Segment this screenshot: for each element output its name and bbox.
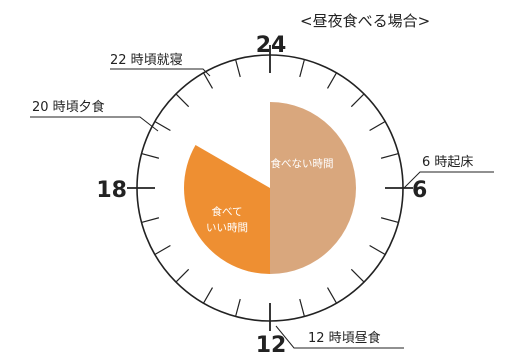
- tick-hour-17: [141, 217, 160, 223]
- tick-hour-10: [326, 287, 338, 304]
- tick-hour-11: [299, 298, 305, 317]
- tick-hour-20: [154, 120, 171, 132]
- hour-label-18: 18: [96, 178, 127, 203]
- no-eating-time-segment: [270, 102, 356, 274]
- tick-hour-16: [154, 244, 171, 256]
- tick-hour-13: [235, 298, 241, 317]
- diagram-title: <昼夜食べる場合>: [300, 12, 430, 30]
- annotation-sleep-leader: [110, 68, 211, 77]
- annotation-wake-text: 6 時起床: [422, 155, 473, 170]
- tick-hour-23: [235, 59, 241, 78]
- annotation-sleep-text: 22 時頃就寝: [110, 52, 183, 68]
- tick-hour-4: [369, 120, 386, 132]
- eating-time-segment: [183, 145, 270, 274]
- tick-hour-9: [350, 268, 365, 283]
- tick-hour-15: [175, 268, 190, 283]
- tick-hour-3: [350, 93, 365, 108]
- tick-hour-21: [175, 93, 190, 108]
- tick-hour-7: [380, 217, 399, 223]
- annotation-wake-leader: [403, 171, 494, 189]
- tick-hour-19: [141, 153, 160, 159]
- tick-hour-5: [380, 153, 399, 159]
- no-eating-time-label: 食べない時間: [271, 157, 334, 170]
- annotation-dinner-leader: [30, 116, 159, 132]
- eating-time-label-line2: いい時間: [206, 222, 248, 234]
- eating-time-label-line1: 食べて: [211, 205, 242, 218]
- tick-hour-2: [326, 72, 338, 89]
- tick-hour-8: [369, 244, 386, 256]
- annotation-lunch-leader: [275, 325, 404, 349]
- clock-ticks: [127, 45, 413, 331]
- tick-hour-14: [202, 287, 214, 304]
- hour-label-12: 12: [256, 333, 287, 353]
- annotation-lunch-text: 12 時頃昼食: [308, 330, 381, 346]
- tick-hour-22: [202, 72, 214, 89]
- hour-label-24: 24: [256, 33, 287, 58]
- annotation-dinner-text: 20 時頃夕食: [32, 99, 105, 115]
- hour-label-6: 6: [412, 178, 427, 203]
- tick-hour-1: [299, 59, 305, 78]
